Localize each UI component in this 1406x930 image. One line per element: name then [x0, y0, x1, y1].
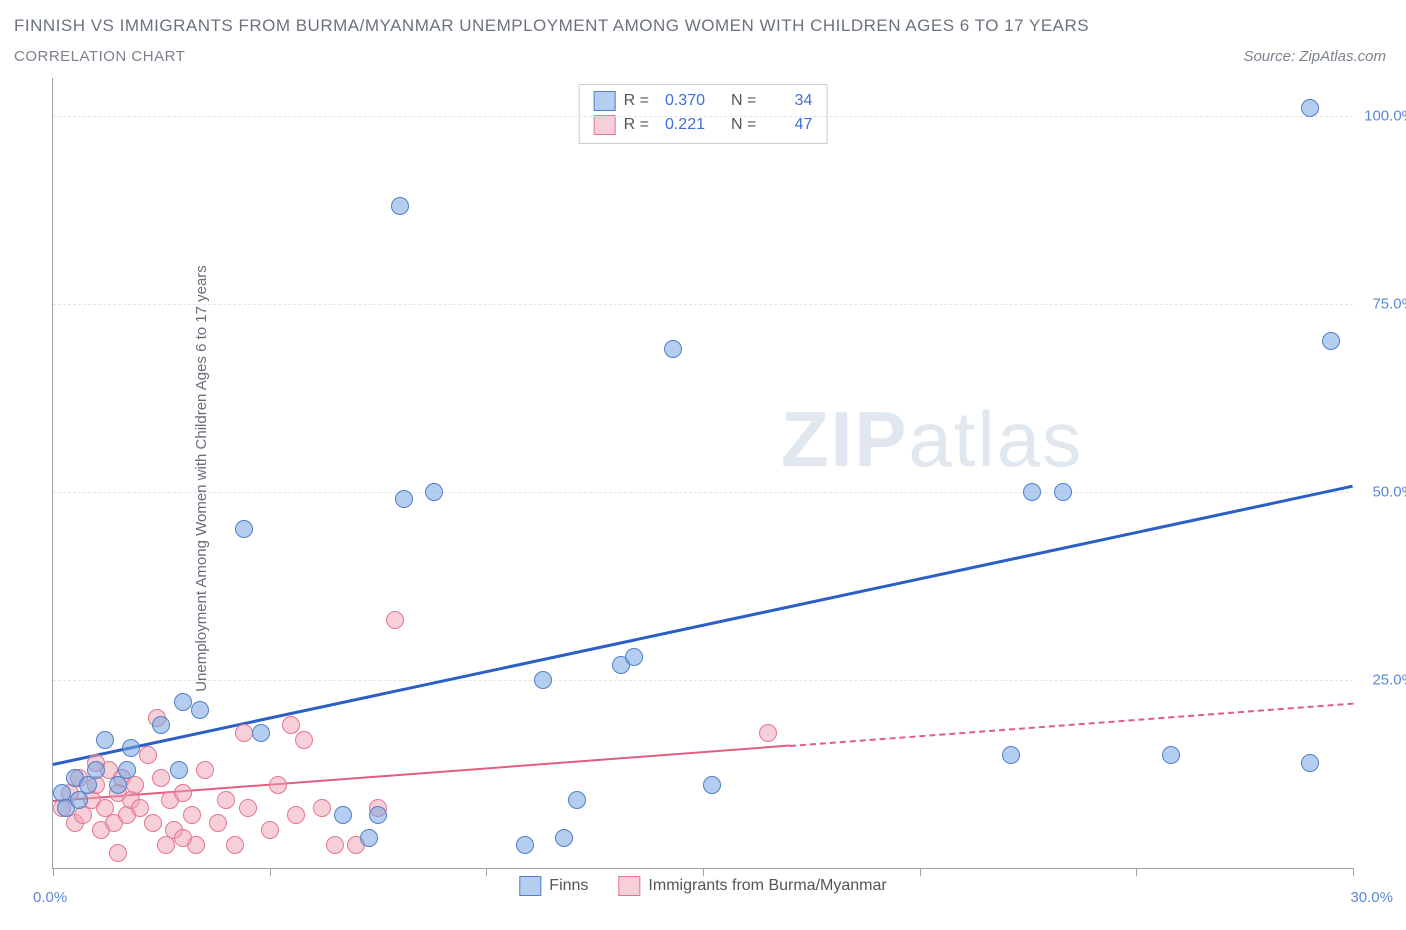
data-point [87, 761, 105, 779]
gridline [53, 304, 1353, 305]
data-point [295, 731, 313, 749]
trend-line [790, 702, 1353, 746]
data-point [174, 829, 192, 847]
data-point [170, 761, 188, 779]
data-point [1002, 746, 1020, 764]
gridline [53, 116, 1353, 117]
data-point [209, 814, 227, 832]
xtick [703, 868, 704, 876]
data-point [334, 806, 352, 824]
data-point [96, 731, 114, 749]
source-label: Source: ZipAtlas.com [1243, 48, 1386, 65]
data-point [391, 197, 409, 215]
data-point [174, 693, 192, 711]
data-point [1301, 754, 1319, 772]
data-point [703, 776, 721, 794]
data-point [395, 490, 413, 508]
stats-n-label: N = [731, 89, 756, 113]
stats-n-val: 34 [764, 89, 812, 113]
data-point [534, 671, 552, 689]
gridline [53, 680, 1353, 681]
data-point [1054, 483, 1072, 501]
data-point [118, 761, 136, 779]
data-point [425, 483, 443, 501]
stats-legend-box: R =0.370N =34R =0.221N =47 [579, 84, 828, 144]
data-point [261, 821, 279, 839]
legend-item-immigrants: Immigrants from Burma/Myanmar [618, 876, 886, 896]
data-point [625, 648, 643, 666]
swatch-icon [594, 91, 616, 111]
data-point [269, 776, 287, 794]
watermark: ZIPatlas [781, 394, 1083, 485]
chart-plot-area: ZIPatlas R =0.370N =34R =0.221N =47 Finn… [52, 78, 1353, 869]
data-point [282, 716, 300, 734]
stats-r-label: R = [624, 89, 649, 113]
xtick-label-right: 30.0% [1350, 889, 1393, 906]
swatch-icon [618, 876, 640, 896]
data-point [217, 791, 235, 809]
data-point [287, 806, 305, 824]
data-point [568, 791, 586, 809]
data-point [174, 784, 192, 802]
data-point [126, 776, 144, 794]
gridline [53, 492, 1353, 493]
data-point [313, 799, 331, 817]
legend-bottom: Finns Immigrants from Burma/Myanmar [519, 876, 886, 896]
ytick-label: 25.0% [1359, 671, 1406, 688]
data-point [516, 836, 534, 854]
legend-label: Finns [549, 877, 588, 895]
data-point [360, 829, 378, 847]
data-point [664, 340, 682, 358]
xtick [1136, 868, 1137, 876]
chart-subtitle: CORRELATION CHART [14, 48, 185, 65]
data-point [555, 829, 573, 847]
data-point [1301, 99, 1319, 117]
data-point [152, 716, 170, 734]
xtick-label-left: 0.0% [33, 889, 67, 906]
ytick-label: 50.0% [1359, 483, 1406, 500]
data-point [386, 611, 404, 629]
stats-row: R = 0.370 N = 34 [594, 89, 813, 113]
data-point [252, 724, 270, 742]
stats-r-val: 0.370 [657, 89, 705, 113]
data-point [326, 836, 344, 854]
xtick [1353, 868, 1354, 876]
data-point [196, 761, 214, 779]
data-point [235, 520, 253, 538]
data-point [759, 724, 777, 742]
xtick [486, 868, 487, 876]
data-point [109, 844, 127, 862]
data-point [369, 806, 387, 824]
data-point [122, 739, 140, 757]
legend-item-finns: Finns [519, 876, 588, 896]
data-point [1023, 483, 1041, 501]
data-point [239, 799, 257, 817]
chart-title: FINNISH VS IMMIGRANTS FROM BURMA/MYANMAR… [14, 16, 1089, 36]
data-point [235, 724, 253, 742]
swatch-icon [519, 876, 541, 896]
data-point [191, 701, 209, 719]
xtick [920, 868, 921, 876]
ytick-label: 100.0% [1359, 107, 1406, 124]
legend-label: Immigrants from Burma/Myanmar [648, 877, 886, 895]
data-point [152, 769, 170, 787]
data-point [1162, 746, 1180, 764]
data-point [131, 799, 149, 817]
swatch-icon [594, 115, 616, 135]
data-point [226, 836, 244, 854]
xtick [270, 868, 271, 876]
data-point [139, 746, 157, 764]
data-point [144, 814, 162, 832]
data-point [183, 806, 201, 824]
xtick [53, 868, 54, 876]
ytick-label: 75.0% [1359, 295, 1406, 312]
data-point [1322, 332, 1340, 350]
